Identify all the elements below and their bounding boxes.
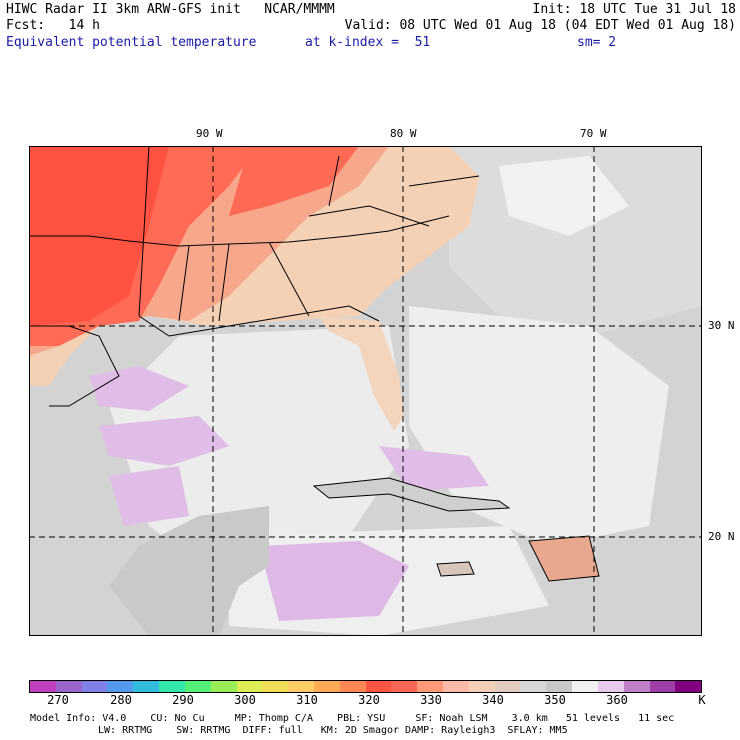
lon-label-70w: 70 W	[580, 127, 607, 140]
smoothing: sm= 2	[577, 35, 617, 50]
state-borders	[29, 146, 480, 407]
purple-patch	[259, 541, 409, 621]
colorbar-label: 350	[544, 693, 566, 707]
purple-patch	[109, 466, 189, 526]
colorbar-label: 270	[47, 693, 69, 707]
colorbar-swatch	[133, 681, 160, 692]
colorbar-label: 340	[482, 693, 504, 707]
header-title: HIWC Radar II 3km ARW-GFS init NCAR/MMMM	[6, 2, 335, 17]
model-info-line1: Model Info: V4.0 CU: No Cu MP: Thomp C/A…	[30, 713, 675, 724]
colorbar-swatch	[236, 681, 263, 692]
colorbar-swatch	[339, 681, 366, 692]
colorbar-swatch	[107, 681, 134, 692]
colorbar-swatch	[417, 681, 443, 692]
lon-label-90w: 90 W	[196, 127, 223, 140]
colorbar-swatch	[494, 681, 521, 692]
model-info-line2: LW: RRTMG SW: RRTMG DIFF: full KM: 2D Sm…	[98, 725, 568, 736]
colorbar-swatch	[546, 681, 573, 692]
colorbar-label: 330	[420, 693, 442, 707]
colorbar-label: 300	[234, 693, 256, 707]
jamaica	[436, 561, 475, 577]
colorbar-swatch	[675, 681, 702, 692]
colorbar-swatch	[81, 681, 108, 692]
central-america	[109, 506, 269, 636]
lat-label-20n: 20 N	[708, 530, 735, 543]
colorbar-swatch	[649, 681, 676, 692]
init-time: Init: 18 UTC Tue 31 Jul 18	[532, 2, 737, 17]
theta-e-map	[29, 146, 702, 636]
colorbar-label: 280	[110, 693, 132, 707]
valid-time: Valid: 08 UTC Wed 01 Aug 18 (04 EDT Wed …	[344, 18, 736, 33]
forecast-hour: Fcst: 14 h	[6, 18, 100, 33]
colorbar-swatch	[30, 681, 56, 692]
colorbar-swatch	[365, 681, 392, 692]
colorbar-swatch	[288, 681, 314, 692]
colorbar-swatch	[391, 681, 418, 692]
hottest-band	[29, 146, 169, 326]
colorbar	[29, 680, 702, 693]
lat-lon-grid	[29, 146, 702, 636]
purple-patch	[379, 446, 489, 491]
colorbar-label: 320	[358, 693, 380, 707]
lon-label-80w: 80 W	[390, 127, 417, 140]
field-name: Equivalent potential temperature	[6, 35, 257, 50]
gulf-white	[109, 326, 409, 586]
purple-patch	[99, 416, 229, 466]
hispaniola	[528, 535, 600, 582]
colorbar-swatch	[262, 681, 289, 692]
colorbar-label: 310	[296, 693, 318, 707]
colorbar-swatch	[159, 681, 185, 692]
colorbar-swatch	[184, 681, 211, 692]
colorbar-label: 290	[172, 693, 194, 707]
colorbar-swatch	[468, 681, 495, 692]
colorbar-swatch	[623, 681, 650, 692]
colorbar-unit: K	[698, 693, 706, 707]
cuba	[312, 477, 511, 512]
colorbar-swatch	[55, 681, 82, 692]
colorbar-swatch	[210, 681, 237, 692]
colorbar-label: 360	[606, 693, 628, 707]
purple-patch	[89, 366, 189, 411]
k-index: at k-index = 51	[305, 35, 431, 50]
map-frame	[29, 146, 702, 636]
hot-band-east	[229, 146, 359, 216]
colorbar-swatch	[313, 681, 340, 692]
colorbar-swatch	[520, 681, 547, 692]
lat-label-30n: 30 N	[708, 319, 735, 332]
florida	[319, 316, 404, 431]
colorbar-swatch	[597, 681, 624, 692]
colorbar-swatch	[572, 681, 598, 692]
atlantic-white-patch	[499, 156, 629, 236]
colorbar-swatch	[443, 681, 469, 692]
